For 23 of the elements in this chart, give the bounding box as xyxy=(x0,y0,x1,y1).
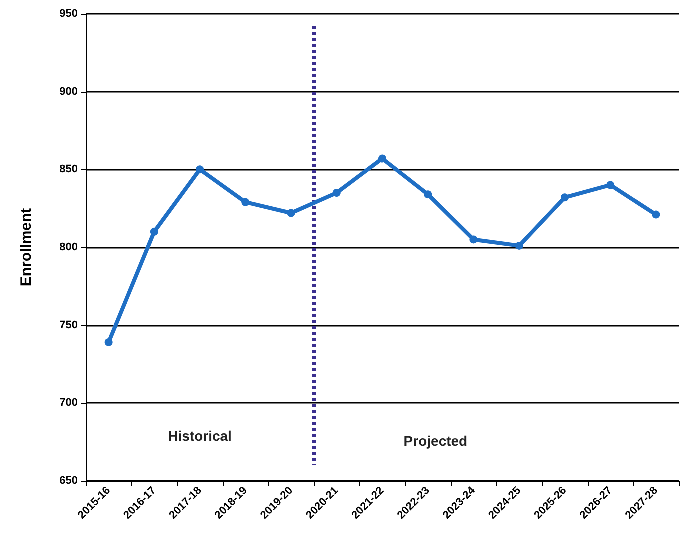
point xyxy=(560,194,569,202)
point xyxy=(378,154,386,163)
point xyxy=(515,242,524,250)
y-tick-label: 900 xyxy=(60,86,78,98)
point xyxy=(424,190,432,199)
annotation: Projected xyxy=(404,433,468,449)
y-tick-label: 650 xyxy=(60,475,78,487)
annotation: Historical xyxy=(168,428,232,444)
y-tick-label: 750 xyxy=(60,319,78,332)
y-axis-title: Enrollment xyxy=(18,208,35,287)
y-tick-label: 700 xyxy=(60,397,78,410)
point xyxy=(150,228,158,236)
point xyxy=(652,210,660,219)
point xyxy=(104,338,113,346)
point xyxy=(196,166,204,174)
point xyxy=(470,236,478,244)
point xyxy=(606,181,615,190)
point xyxy=(287,209,296,218)
y-tick-label: 950 xyxy=(60,8,78,20)
y-tick-label: 850 xyxy=(60,164,78,176)
y-tick-label: 800 xyxy=(60,242,78,254)
point xyxy=(242,198,250,206)
point xyxy=(332,189,341,198)
